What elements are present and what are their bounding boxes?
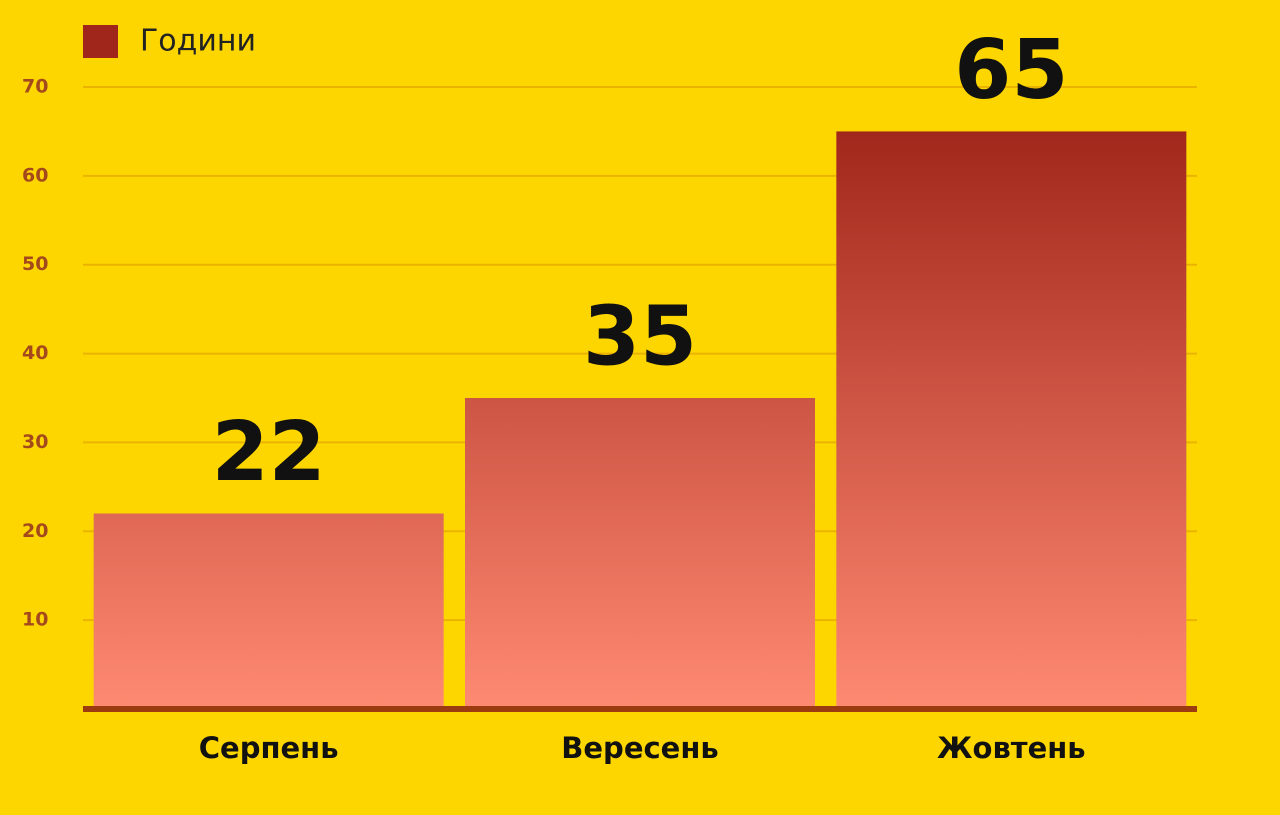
y-tick-label: 70	[22, 76, 48, 98]
y-tick-label: 60	[22, 164, 48, 186]
y-tick-label: 50	[22, 253, 48, 275]
bar	[93, 513, 444, 709]
y-tick-label: 10	[22, 609, 48, 631]
value-label: 35	[583, 289, 697, 384]
legend-label: Години	[140, 24, 256, 59]
y-tick-label: 40	[22, 342, 48, 364]
value-label: 65	[954, 23, 1068, 118]
x-tick-label: Серпень	[199, 731, 339, 765]
y-tick-label: 20	[22, 520, 48, 542]
legend-swatch	[83, 25, 118, 58]
x-tick-label: Вересень	[561, 731, 718, 765]
bar	[465, 398, 815, 709]
value-label: 22	[212, 405, 326, 500]
y-tick-label: 30	[22, 431, 48, 453]
x-tick-label: Жовтень	[937, 731, 1086, 765]
bar	[836, 131, 1187, 709]
